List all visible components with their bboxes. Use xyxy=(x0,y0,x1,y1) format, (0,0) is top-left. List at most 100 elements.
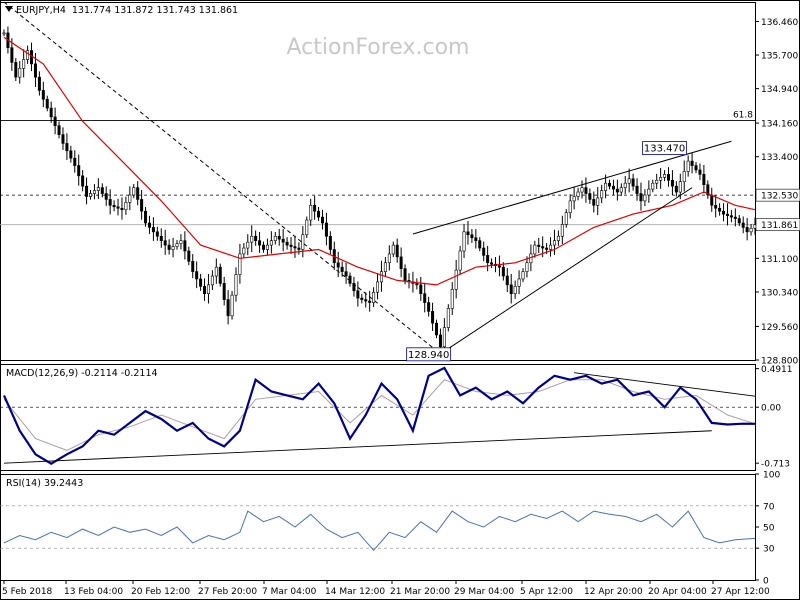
price-title: EURJPY,H4 131.774 131.872 131.743 131.861 xyxy=(16,5,238,16)
candle-body xyxy=(466,231,470,236)
candle-body xyxy=(372,291,376,303)
candle-body xyxy=(203,286,207,295)
candle-body xyxy=(651,182,655,190)
candle-body xyxy=(427,302,431,312)
candle-body xyxy=(96,187,100,191)
candle-body xyxy=(391,244,395,255)
candle-body xyxy=(159,235,163,241)
candle-body xyxy=(61,134,65,144)
candle-body xyxy=(387,253,391,264)
candle-body xyxy=(604,182,608,191)
candle-body xyxy=(431,311,435,324)
candle-body xyxy=(277,235,281,240)
watermark: ActionForex.com xyxy=(287,35,470,60)
candle-body xyxy=(352,283,356,292)
candle-body xyxy=(124,202,128,211)
macd-title: MACD(12,26,9) -0.2114 -0.2114 xyxy=(6,368,158,379)
candle-body xyxy=(706,184,710,196)
candle-body xyxy=(568,200,572,213)
candle-body xyxy=(179,240,183,244)
candle-body xyxy=(320,216,324,224)
candle-body xyxy=(65,143,69,152)
candle-body xyxy=(454,269,458,290)
candle-body xyxy=(14,62,18,78)
candle-body xyxy=(718,207,722,212)
ohlc-readout: 131.774 131.872 131.743 131.861 xyxy=(72,5,238,16)
candle-body xyxy=(474,237,478,241)
candle-body xyxy=(222,283,226,300)
price-axis-marker xyxy=(755,188,800,202)
candle-body xyxy=(18,67,22,78)
candle-body xyxy=(293,246,297,249)
candle-body xyxy=(73,157,77,166)
candle-body xyxy=(49,107,53,118)
price-trendline-1 xyxy=(3,1,441,355)
candle-body xyxy=(230,294,234,317)
candle-body xyxy=(147,222,151,228)
candle-body xyxy=(364,299,368,302)
candle-body xyxy=(285,241,289,246)
x-axis-label: 5 Apr 12:00 xyxy=(520,587,573,597)
rsi-y-label: 30 xyxy=(763,545,775,555)
candle-body xyxy=(690,160,694,166)
candle-body xyxy=(57,125,61,135)
candle-body xyxy=(254,235,258,241)
candle-body xyxy=(399,256,403,269)
candle-body xyxy=(336,262,340,268)
macd-trendline-1 xyxy=(3,430,712,464)
candle-body xyxy=(33,63,37,78)
candle-body xyxy=(635,185,639,194)
x-axis-label: 21 Mar 20:00 xyxy=(390,587,450,597)
instrument-label: EURJPY,H4 xyxy=(16,5,66,16)
candle-body xyxy=(45,98,49,109)
price-y-label: 135.700 xyxy=(761,52,798,62)
candle-body xyxy=(269,240,273,246)
candle-body xyxy=(155,231,159,237)
candle-body xyxy=(289,244,293,247)
candle-body xyxy=(246,241,250,249)
candle-body xyxy=(140,199,144,212)
price-y-label: 131.861 xyxy=(761,221,798,231)
candle-body xyxy=(324,222,328,237)
price-y-label: 134.940 xyxy=(761,85,798,95)
candle-body xyxy=(85,185,89,197)
candle-body xyxy=(238,253,242,275)
candle-body xyxy=(218,266,222,284)
candle-body xyxy=(486,255,490,264)
candle-body xyxy=(631,178,635,187)
candle-body xyxy=(395,244,399,258)
candle-body xyxy=(423,293,427,303)
x-axis-label: 13 Feb 04:00 xyxy=(64,587,123,597)
price-annotation-box xyxy=(642,141,687,155)
price-annotation-label: 128.940 xyxy=(408,350,449,361)
candle-body xyxy=(647,188,651,196)
price-trendline-3 xyxy=(412,140,732,235)
candle-body xyxy=(41,90,45,100)
candle-body xyxy=(53,116,57,127)
candle-body xyxy=(206,284,210,295)
candle-body xyxy=(26,50,30,60)
candle-body xyxy=(702,174,706,185)
macd-signal-line xyxy=(3,379,756,451)
candle-body xyxy=(120,207,124,211)
candle-body xyxy=(2,32,6,35)
candle-body xyxy=(670,179,674,187)
candle-body xyxy=(694,165,698,171)
candle-body xyxy=(100,187,104,194)
candle-body xyxy=(556,235,560,241)
candle-body xyxy=(627,178,631,184)
candle-body xyxy=(234,274,238,296)
candle-body xyxy=(419,284,423,295)
candle-body xyxy=(376,281,380,293)
x-axis-label: 7 Mar 04:00 xyxy=(262,587,317,597)
candle-body xyxy=(403,268,407,281)
candle-body xyxy=(572,196,576,202)
candle-body xyxy=(309,205,313,221)
x-axis-label: 27 Apr 12:00 xyxy=(711,587,770,597)
candle-body xyxy=(69,150,73,159)
price-y-label: 136.460 xyxy=(761,18,798,28)
candle-body xyxy=(81,175,85,187)
price-y-label: 128.800 xyxy=(761,357,798,367)
candle-body xyxy=(592,199,596,206)
